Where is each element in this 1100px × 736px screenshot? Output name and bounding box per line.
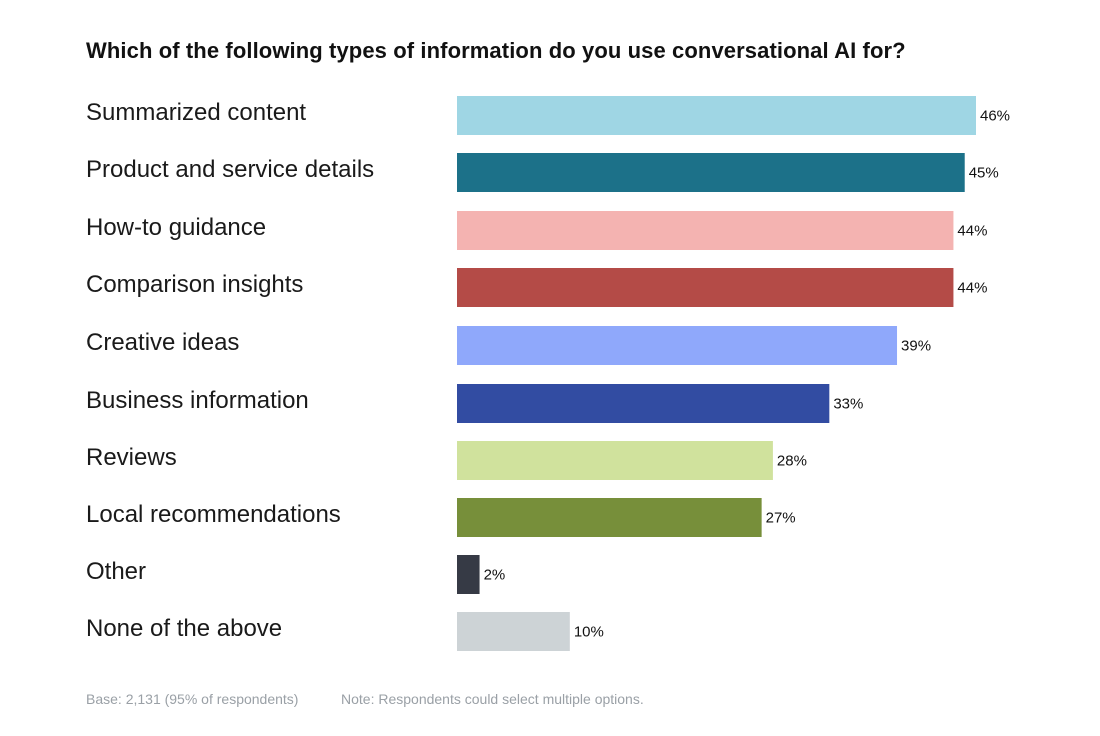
value-label: 39%: [901, 337, 931, 354]
value-label: 2%: [484, 566, 506, 583]
bar: [457, 612, 570, 651]
bar: [457, 326, 898, 365]
bar: [457, 555, 480, 594]
bar: [457, 384, 830, 423]
bar: [457, 441, 773, 480]
category-label: None of the above: [86, 615, 282, 642]
footer-base: Base: 2,131 (95% of respondents): [86, 691, 299, 707]
category-label: Local recommendations: [86, 501, 341, 528]
value-label: 44%: [957, 222, 987, 239]
category-label: Creative ideas: [86, 329, 239, 356]
category-label: Comparison insights: [86, 271, 303, 298]
value-label: 46%: [980, 107, 1010, 124]
bar: [457, 211, 954, 250]
value-label: 33%: [833, 395, 863, 412]
category-label: Summarized content: [86, 99, 306, 126]
bars-group: Summarized content 46% Product and service…: [86, 96, 1010, 651]
category-label: Other: [86, 558, 146, 585]
bar: [457, 96, 976, 135]
bar: [457, 498, 762, 537]
bar: [457, 153, 965, 192]
category-label: How-to guidance: [86, 214, 266, 241]
value-label: 10%: [574, 623, 604, 640]
category-label: Product and service details: [86, 156, 374, 183]
bar: [457, 268, 954, 307]
footer-note: Note: Respondents could select multiple …: [341, 691, 644, 707]
value-label: 44%: [957, 279, 987, 296]
category-label: Business information: [86, 387, 309, 414]
chart-title: Which of the following types of informat…: [86, 38, 906, 63]
value-label: 28%: [777, 452, 807, 469]
value-label: 45%: [969, 164, 999, 181]
value-label: 27%: [766, 509, 796, 526]
category-label: Reviews: [86, 444, 177, 471]
